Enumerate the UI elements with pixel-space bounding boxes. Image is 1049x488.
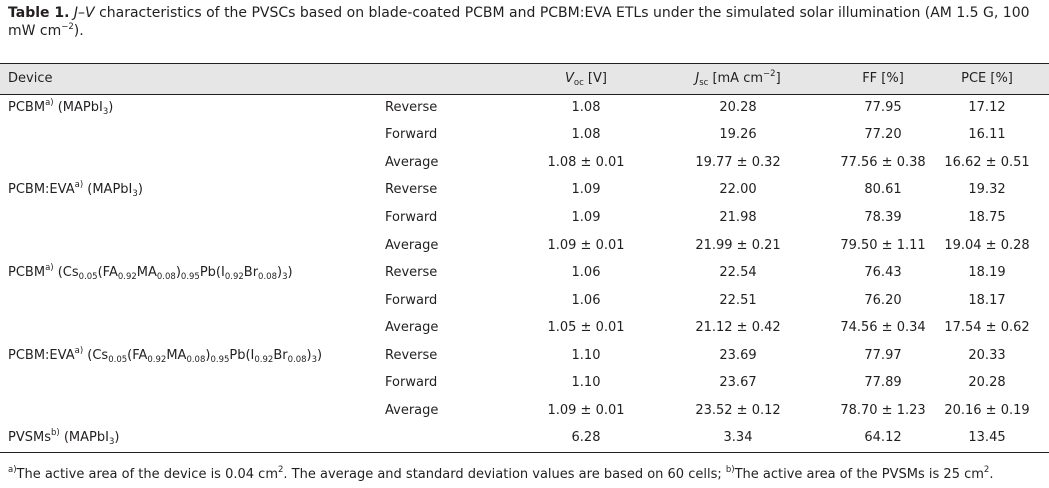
row-7-ff: 76.20 (864, 293, 902, 308)
header-jsc: Jsc [mA cm−2] (695, 69, 781, 88)
top-rule (0, 63, 1049, 64)
row-1-pce: 16.11 (968, 127, 1006, 142)
row-0-pce: 17.12 (968, 100, 1006, 115)
row-3-voc: 1.09 (571, 182, 601, 197)
row-5-pce: 19.04 ± 0.28 (944, 238, 1030, 253)
row-5-jsc: 21.99 ± 0.21 (695, 238, 781, 253)
device-pcbm-eva-mapbi3: PCBM:EVAa) (MAPbI3) (8, 180, 143, 199)
row-6-scan: Reverse (385, 265, 438, 280)
row-4-voc: 1.09 (571, 210, 601, 225)
row-12-pce: 13.45 (968, 430, 1006, 445)
row-2-pce: 16.62 ± 0.51 (944, 155, 1030, 170)
row-10-scan: Forward (385, 375, 438, 390)
caption-exponent: −2 (61, 22, 74, 32)
row-8-voc: 1.05 ± 0.01 (547, 320, 625, 335)
row-3-scan: Reverse (385, 182, 438, 197)
header-rule (0, 94, 1049, 95)
header-ff: FF [%] (862, 71, 904, 86)
table-caption: Table 1. J–V characteristics of the PVSC… (8, 4, 1044, 40)
row-3-pce: 19.32 (968, 182, 1006, 197)
row-8-ff: 74.56 ± 0.34 (840, 320, 926, 335)
row-7-voc: 1.06 (571, 293, 601, 308)
device-pcbm-eva-cs: PCBM:EVAa) (Cs0.05(FA0.92MA0.08)0.95Pb(I… (8, 346, 323, 365)
row-9-scan: Reverse (385, 348, 438, 363)
header-device: Device (8, 71, 53, 86)
caption-end: ). (73, 23, 84, 39)
row-8-jsc: 21.12 ± 0.42 (695, 320, 781, 335)
row-9-pce: 20.33 (968, 348, 1006, 363)
row-8-scan: Average (385, 320, 439, 335)
row-4-ff: 78.39 (864, 210, 902, 225)
row-1-voc: 1.08 (571, 127, 601, 142)
row-6-pce: 18.19 (968, 265, 1006, 280)
row-9-voc: 1.10 (571, 348, 601, 363)
row-2-scan: Average (385, 155, 439, 170)
row-5-voc: 1.09 ± 0.01 (547, 238, 625, 253)
row-0-ff: 77.95 (864, 100, 902, 115)
row-7-pce: 18.17 (968, 293, 1006, 308)
row-10-voc: 1.10 (571, 375, 601, 390)
row-6-ff: 76.43 (864, 265, 902, 280)
row-11-jsc: 23.52 ± 0.12 (695, 403, 781, 418)
row-12-voc: 6.28 (571, 430, 601, 445)
row-6-voc: 1.06 (571, 265, 601, 280)
device-pcbm-cs: PCBMa) (Cs0.05(FA0.92MA0.08)0.95Pb(I0.92… (8, 263, 293, 282)
row-11-scan: Average (385, 403, 439, 418)
row-4-jsc: 21.98 (719, 210, 757, 225)
device-pcbm-mapbi3: PCBMa) (MAPbI3) (8, 98, 114, 117)
row-3-ff: 80.61 (864, 182, 902, 197)
row-10-jsc: 23.67 (719, 375, 757, 390)
row-9-jsc: 23.69 (719, 348, 757, 363)
row-3-jsc: 22.00 (719, 182, 757, 197)
table-label: Table 1. (8, 5, 70, 21)
caption-text: characteristics of the PVSCs based on bl… (8, 5, 1030, 39)
header-voc: Voc [V] (565, 71, 607, 88)
row-7-jsc: 22.51 (719, 293, 757, 308)
row-4-scan: Forward (385, 210, 438, 225)
row-12-jsc: 3.34 (723, 430, 753, 445)
row-5-scan: Average (385, 238, 439, 253)
row-9-ff: 77.97 (864, 348, 902, 363)
header-band (0, 63, 1049, 94)
row-11-voc: 1.09 ± 0.01 (547, 403, 625, 418)
table-footnote: a)The active area of the device is 0.04 … (8, 465, 994, 482)
row-0-voc: 1.08 (571, 100, 601, 115)
row-1-jsc: 19.26 (719, 127, 757, 142)
row-11-pce: 20.16 ± 0.19 (944, 403, 1030, 418)
row-2-ff: 77.56 ± 0.38 (840, 155, 926, 170)
row-10-pce: 20.28 (968, 375, 1006, 390)
row-11-ff: 78.70 ± 1.23 (840, 403, 926, 418)
row-8-pce: 17.54 ± 0.62 (944, 320, 1030, 335)
row-2-jsc: 19.77 ± 0.32 (695, 155, 781, 170)
row-4-pce: 18.75 (968, 210, 1006, 225)
row-2-voc: 1.08 ± 0.01 (547, 155, 625, 170)
row-1-ff: 77.20 (864, 127, 902, 142)
row-6-jsc: 22.54 (719, 265, 757, 280)
header-pce: PCE [%] (961, 71, 1013, 86)
jv-symbol: J–V (73, 5, 95, 21)
row-12-ff: 64.12 (864, 430, 902, 445)
row-1-scan: Forward (385, 127, 438, 142)
row-7-scan: Forward (385, 293, 438, 308)
bottom-rule (0, 452, 1049, 453)
row-10-ff: 77.89 (864, 375, 902, 390)
device-pvsms-mapbi3: PVSMsb) (MAPbI3) (8, 428, 120, 447)
row-5-ff: 79.50 ± 1.11 (840, 238, 926, 253)
row-0-jsc: 20.28 (719, 100, 757, 115)
row-0-scan: Reverse (385, 100, 438, 115)
